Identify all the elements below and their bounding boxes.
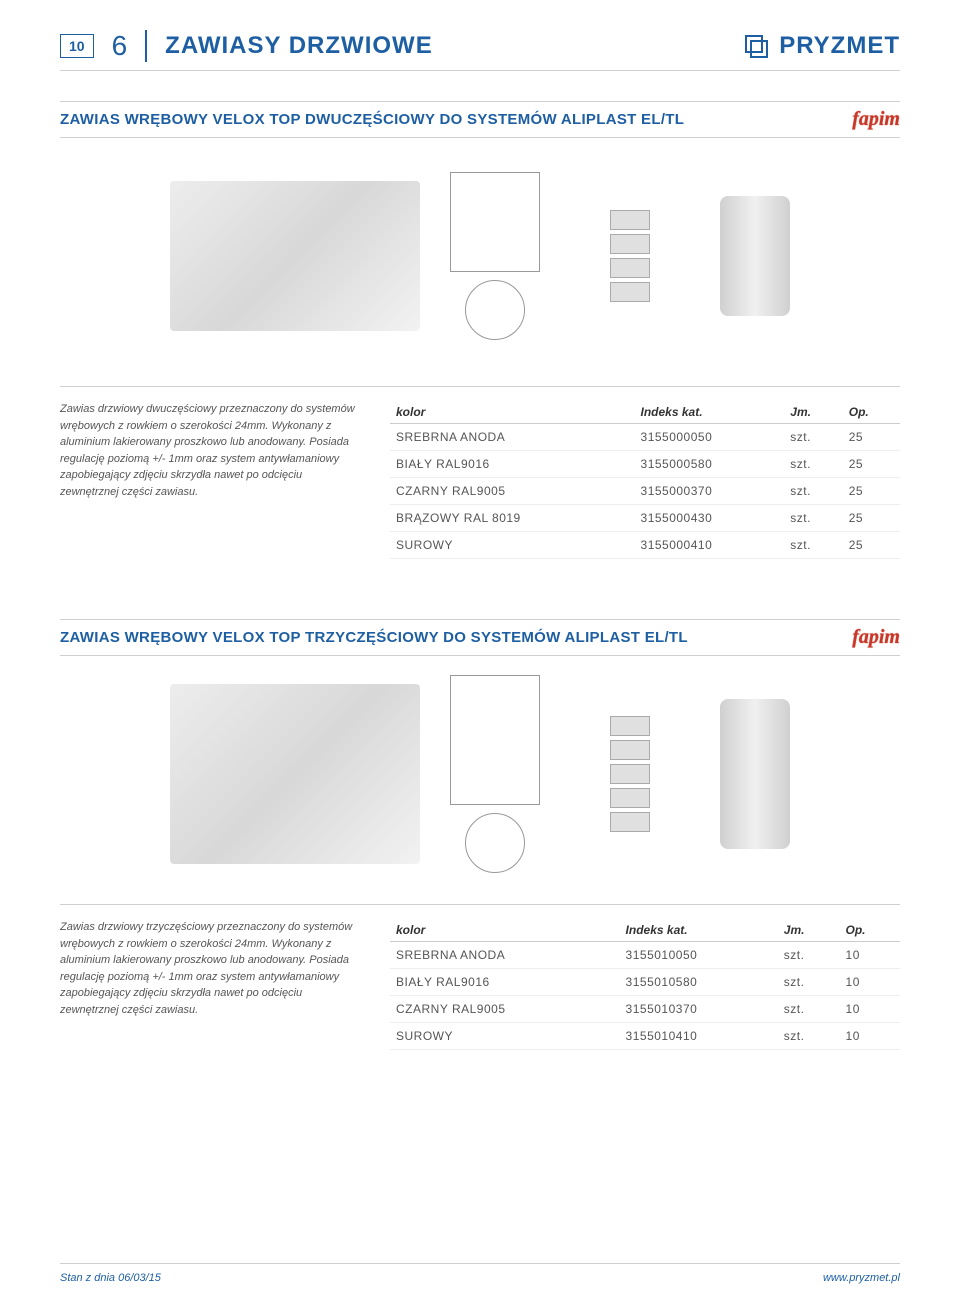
table-row: SREBRNA ANODA3155000050szt.25 bbox=[390, 424, 900, 451]
product-description: Zawias drzwiowy dwuczęściowy przeznaczon… bbox=[60, 401, 360, 559]
table-cell: 3155010050 bbox=[620, 942, 778, 969]
product-photo bbox=[170, 684, 420, 864]
table-cell: 10 bbox=[840, 1023, 900, 1050]
spec-table: kolor Indeks kat. Jm. Op. SREBRNA ANODA3… bbox=[390, 919, 900, 1050]
col-jm: Jm. bbox=[778, 919, 840, 942]
table-cell: szt. bbox=[778, 1023, 840, 1050]
product-section-1: ZAWIAS WRĘBOWY VELOX TOP DWUCZĘŚCIOWY DO… bbox=[60, 101, 900, 559]
table-cell: szt. bbox=[784, 451, 842, 478]
info-row: Zawias drzwiowy trzyczęściowy przeznaczo… bbox=[60, 904, 900, 1050]
col-jm: Jm. bbox=[784, 401, 842, 424]
table-row: SUROWY3155000410szt.25 bbox=[390, 532, 900, 559]
table-cell: BRĄZOWY RAL 8019 bbox=[390, 505, 635, 532]
brand-name: PRYZMET bbox=[779, 32, 900, 60]
table-cell: szt. bbox=[784, 532, 842, 559]
table-cell: 3155000580 bbox=[635, 451, 785, 478]
table-cell: szt. bbox=[778, 996, 840, 1023]
col-indeks: Indeks kat. bbox=[635, 401, 785, 424]
table-cell: 25 bbox=[843, 424, 900, 451]
page-footer: Stan z dnia 06/03/15 www.pryzmet.pl bbox=[60, 1263, 900, 1284]
drawing-section bbox=[465, 813, 525, 873]
table-cell: 3155010410 bbox=[620, 1023, 778, 1050]
table-cell: 10 bbox=[840, 996, 900, 1023]
table-cell: SUROWY bbox=[390, 532, 635, 559]
manufacturer-logo: fapim bbox=[852, 108, 900, 131]
table-row: BIAŁY RAL90163155000580szt.25 bbox=[390, 451, 900, 478]
table-cell: 25 bbox=[843, 478, 900, 505]
table-cell: BIAŁY RAL9016 bbox=[390, 451, 635, 478]
table-row: SREBRNA ANODA3155010050szt.10 bbox=[390, 942, 900, 969]
exploded-view bbox=[570, 689, 690, 859]
assembled-view bbox=[720, 196, 790, 316]
table-cell: BIAŁY RAL9016 bbox=[390, 969, 620, 996]
table-cell: 25 bbox=[843, 505, 900, 532]
table-cell: CZARNY RAL9005 bbox=[390, 996, 620, 1023]
table-row: BIAŁY RAL90163155010580szt.10 bbox=[390, 969, 900, 996]
footer-url: www.pryzmet.pl bbox=[823, 1272, 900, 1284]
table-cell: SUROWY bbox=[390, 1023, 620, 1050]
col-op: Op. bbox=[843, 401, 900, 424]
table-cell: 3155010370 bbox=[620, 996, 778, 1023]
table-cell: 25 bbox=[843, 532, 900, 559]
exploded-view bbox=[570, 171, 690, 341]
page-header: 10 6 ZAWIASY DRZWIOWE PRYZMET bbox=[60, 30, 900, 71]
table-cell: 3155000430 bbox=[635, 505, 785, 532]
table-cell: 10 bbox=[840, 942, 900, 969]
table-cell: 3155010580 bbox=[620, 969, 778, 996]
section-head: ZAWIAS WRĘBOWY VELOX TOP DWUCZĘŚCIOWY DO… bbox=[60, 101, 900, 138]
product-section-2: ZAWIAS WRĘBOWY VELOX TOP TRZYCZĘŚCIOWY D… bbox=[60, 619, 900, 1050]
info-row: Zawias drzwiowy dwuczęściowy przeznaczon… bbox=[60, 386, 900, 559]
table-cell: 3155000050 bbox=[635, 424, 785, 451]
diagram-row bbox=[60, 156, 900, 356]
col-indeks: Indeks kat. bbox=[620, 919, 778, 942]
footer-date: Stan z dnia 06/03/15 bbox=[60, 1272, 161, 1284]
table-cell: 3155000410 bbox=[635, 532, 785, 559]
table-header-row: kolor Indeks kat. Jm. Op. bbox=[390, 919, 900, 942]
table-cell: 25 bbox=[843, 451, 900, 478]
table-cell: szt. bbox=[784, 424, 842, 451]
table-cell: SREBRNA ANODA bbox=[390, 424, 635, 451]
col-op: Op. bbox=[840, 919, 900, 942]
chapter-title: ZAWIASY DRZWIOWE bbox=[165, 32, 433, 60]
table-cell: CZARNY RAL9005 bbox=[390, 478, 635, 505]
diagram-row bbox=[60, 674, 900, 874]
col-kolor: kolor bbox=[390, 401, 635, 424]
header-left: 10 6 ZAWIASY DRZWIOWE bbox=[60, 30, 433, 62]
col-kolor: kolor bbox=[390, 919, 620, 942]
drawing-front bbox=[450, 172, 540, 272]
table-cell: 10 bbox=[840, 969, 900, 996]
drawing-front bbox=[450, 675, 540, 805]
section-title: ZAWIAS WRĘBOWY VELOX TOP DWUCZĘŚCIOWY DO… bbox=[60, 111, 684, 128]
product-photo bbox=[170, 181, 420, 331]
assembled-view bbox=[720, 699, 790, 849]
table-row: SUROWY3155010410szt.10 bbox=[390, 1023, 900, 1050]
section-head: ZAWIAS WRĘBOWY VELOX TOP TRZYCZĘŚCIOWY D… bbox=[60, 619, 900, 656]
table-cell: szt. bbox=[778, 969, 840, 996]
section-title: ZAWIAS WRĘBOWY VELOX TOP TRZYCZĘŚCIOWY D… bbox=[60, 629, 688, 646]
page-number: 10 bbox=[60, 34, 94, 58]
table-row: CZARNY RAL90053155000370szt.25 bbox=[390, 478, 900, 505]
table-cell: szt. bbox=[784, 505, 842, 532]
table-row: BRĄZOWY RAL 80193155000430szt.25 bbox=[390, 505, 900, 532]
brand-icon bbox=[743, 33, 769, 59]
table-cell: SREBRNA ANODA bbox=[390, 942, 620, 969]
table-header-row: kolor Indeks kat. Jm. Op. bbox=[390, 401, 900, 424]
drawing-section bbox=[465, 280, 525, 340]
chapter-number: 6 bbox=[112, 30, 148, 62]
technical-drawing bbox=[450, 675, 540, 873]
table-cell: szt. bbox=[784, 478, 842, 505]
manufacturer-logo: fapim bbox=[852, 626, 900, 649]
technical-drawing bbox=[450, 172, 540, 340]
spec-table: kolor Indeks kat. Jm. Op. SREBRNA ANODA3… bbox=[390, 401, 900, 559]
table-row: CZARNY RAL90053155010370szt.10 bbox=[390, 996, 900, 1023]
table-cell: 3155000370 bbox=[635, 478, 785, 505]
table-cell: szt. bbox=[778, 942, 840, 969]
product-description: Zawias drzwiowy trzyczęściowy przeznaczo… bbox=[60, 919, 360, 1050]
header-right: PRYZMET bbox=[743, 32, 900, 60]
